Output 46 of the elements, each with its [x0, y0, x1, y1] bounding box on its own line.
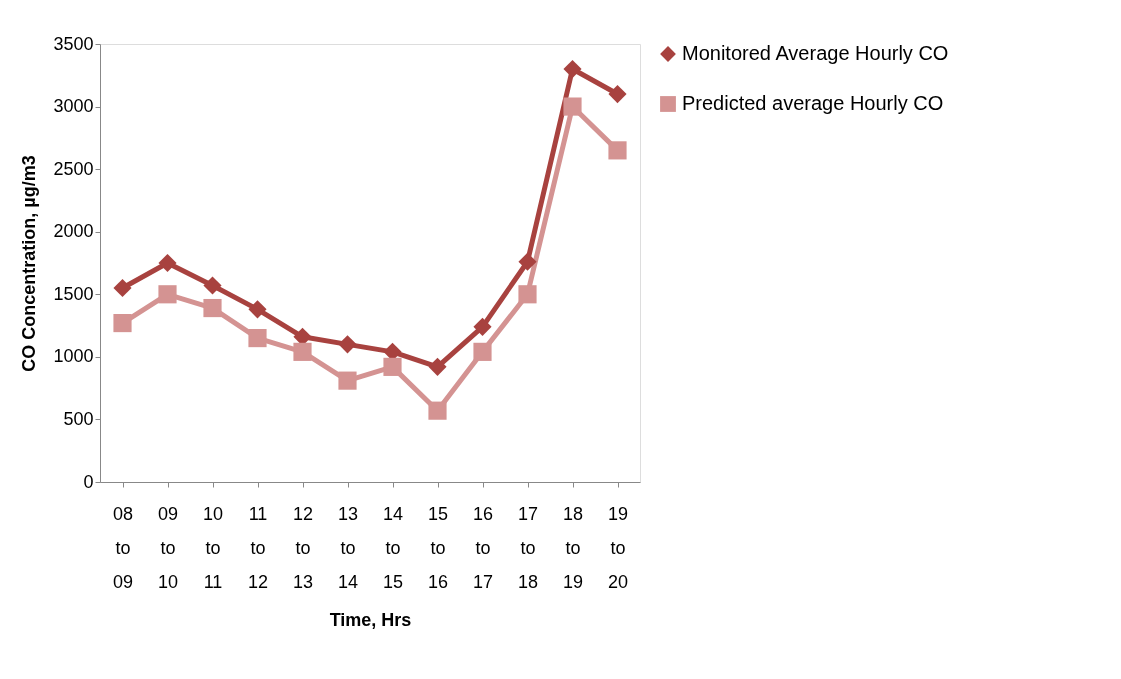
point: [608, 141, 627, 160]
point: [338, 371, 357, 390]
point: [248, 300, 267, 319]
point: [203, 276, 222, 295]
legend-label: Monitored Average Hourly CO: [682, 42, 949, 64]
point: [563, 97, 582, 116]
x-tick-label: 17 to 18: [517, 503, 539, 592]
point: [158, 285, 177, 304]
legend-label: Predicted average Hourly CO: [682, 92, 944, 114]
point: [248, 329, 267, 348]
y-tick-label: 2000: [53, 221, 94, 242]
y-tick-label: 3000: [53, 96, 94, 117]
point: [383, 357, 402, 376]
point: [473, 342, 492, 361]
point: [563, 59, 582, 79]
x-tick-label: 19 to 20: [607, 503, 629, 592]
y-tick-label: 2500: [53, 158, 94, 179]
x-tick-label: 11 to 12: [247, 503, 269, 592]
point: [203, 298, 222, 318]
x-tick-label: 18 to 19: [562, 503, 584, 592]
y-tick-label: 1000: [53, 346, 94, 367]
point: [518, 285, 537, 304]
x-tick-label: 10 to 11: [202, 503, 224, 592]
point: [158, 253, 177, 273]
point: [293, 342, 312, 361]
point: [518, 252, 537, 271]
x-tick-label: 12 to 13: [292, 503, 314, 592]
x-tick-label: 13 to 14: [337, 503, 359, 592]
y-tick-label: 0: [83, 471, 94, 492]
y-axis-title: CO Concentration, µg/m3: [19, 155, 40, 372]
x-tick-label: 15 to 16: [427, 503, 449, 592]
point: [428, 401, 447, 420]
point: [473, 317, 492, 336]
y-tick-label: 500: [63, 408, 94, 429]
x-tick-label: 16 to 17: [472, 503, 494, 592]
point: [113, 278, 132, 298]
point: [608, 84, 627, 104]
point: [428, 357, 447, 376]
point: [338, 335, 357, 354]
y-tick-label: 1500: [53, 283, 94, 304]
x-tick-label: 09 to 10: [157, 503, 179, 592]
point: [113, 313, 132, 333]
x-tick-label: 08 to 09: [112, 503, 134, 592]
x-axis-title: Time, Hrs: [329, 609, 412, 630]
x-tick-label: 14 to 15: [382, 503, 404, 592]
y-tick-label: 3500: [53, 33, 94, 54]
